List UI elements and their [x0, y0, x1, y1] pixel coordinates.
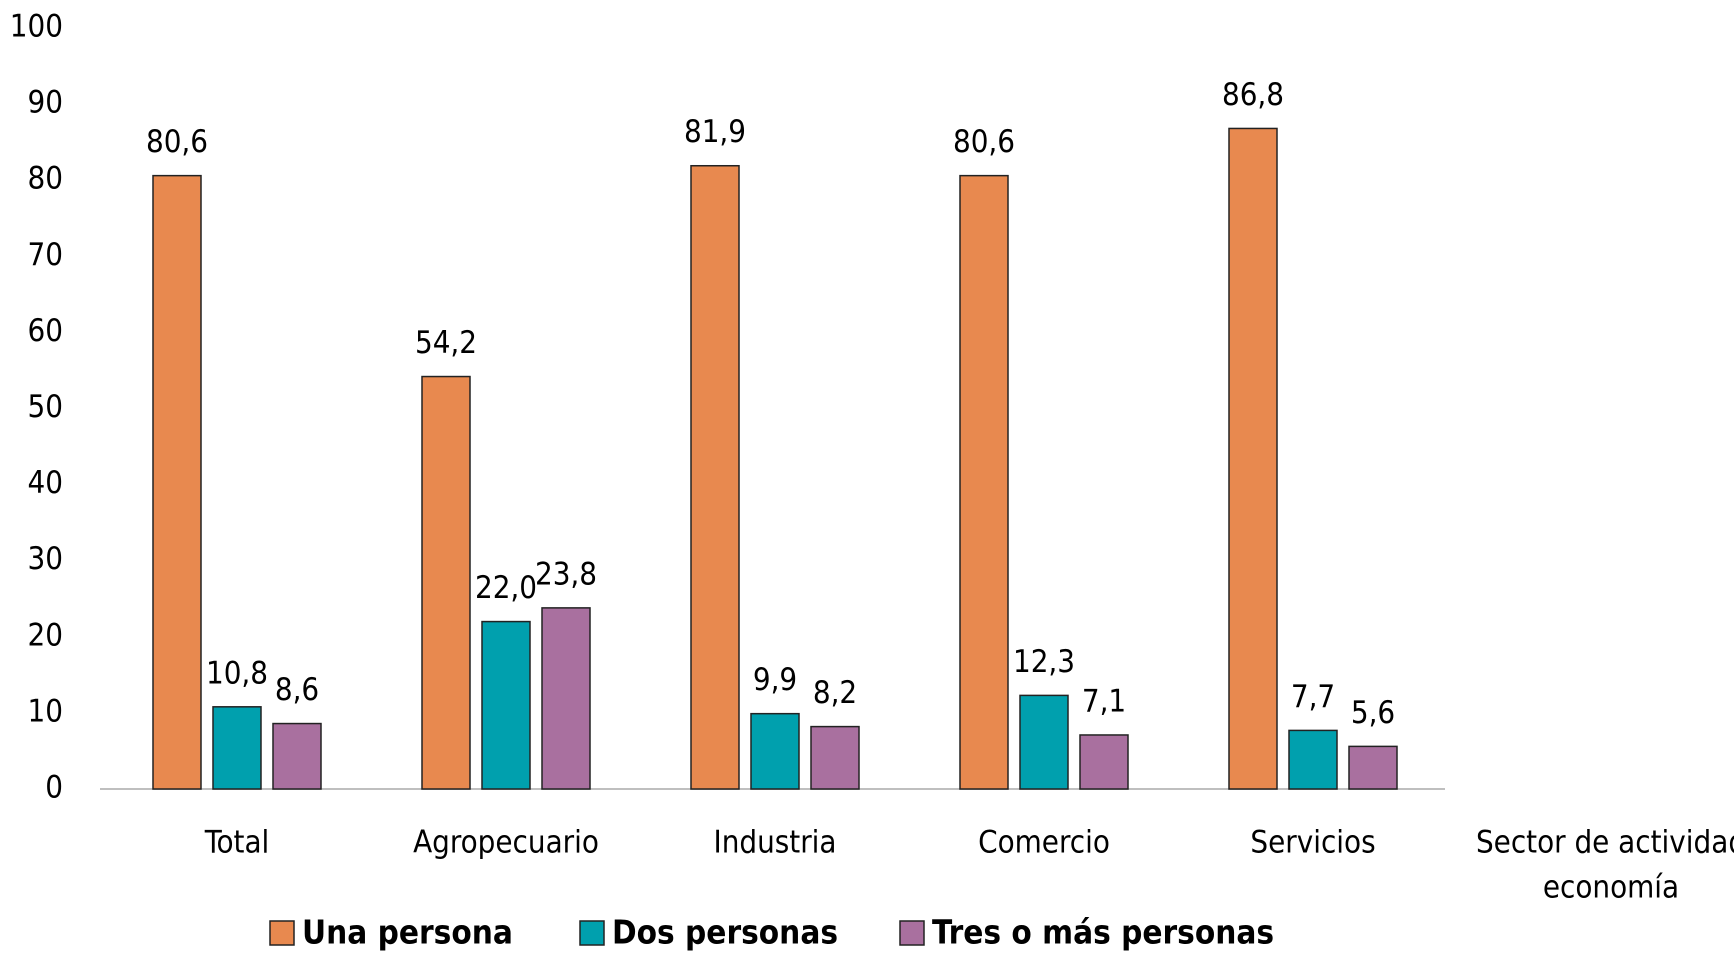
bar: [1348, 745, 1398, 790]
data-label: 86,8: [1222, 77, 1284, 113]
bar: [541, 607, 591, 790]
y-tick-label: 10: [28, 693, 63, 729]
x-axis-title: economía: [1543, 870, 1679, 906]
data-label: 80,6: [953, 124, 1015, 160]
bar: [1019, 694, 1069, 790]
bar: [810, 725, 860, 790]
data-label: 23,8: [535, 556, 597, 592]
bar: [272, 722, 322, 790]
data-label: 7,7: [1291, 679, 1335, 715]
data-label: 81,9: [684, 114, 746, 150]
y-tick-label: 40: [28, 465, 63, 501]
data-label: 7,1: [1082, 683, 1126, 719]
x-tick-label: Industria: [713, 825, 836, 861]
y-tick-label: 20: [28, 617, 63, 653]
data-label: 5,6: [1351, 695, 1395, 731]
y-tick-label: 100: [10, 9, 63, 45]
x-axis-title: Sector de actividad: [1476, 825, 1734, 861]
data-label: 12,3: [1013, 644, 1075, 680]
legend-swatch: [579, 920, 605, 946]
data-label: 80,6: [146, 124, 208, 160]
bar: [750, 712, 800, 790]
y-tick-label: 30: [28, 541, 63, 577]
x-tick-label: Comercio: [978, 825, 1110, 861]
x-tick-label: Servicios: [1250, 825, 1375, 861]
bar: [481, 620, 531, 790]
legend-label: Dos personas: [612, 913, 838, 952]
y-tick-label: 90: [28, 85, 63, 121]
legend-swatch: [899, 920, 925, 946]
y-tick-label: 50: [28, 389, 63, 425]
y-tick-label: 0: [45, 770, 63, 806]
bar: [1228, 127, 1278, 790]
bar: [959, 174, 1009, 790]
bar: [421, 375, 471, 790]
data-label: 22,0: [475, 570, 537, 606]
y-tick-label: 70: [28, 237, 63, 273]
x-tick-label: Total: [204, 825, 270, 861]
bar: [690, 164, 740, 790]
data-label: 10,8: [206, 655, 268, 691]
bar: [152, 174, 202, 790]
x-tick-label: Agropecuario: [413, 825, 599, 861]
legend-label: Una persona: [302, 913, 513, 952]
data-label: 8,6: [275, 672, 319, 708]
bar: [212, 706, 262, 790]
y-tick-label: 80: [28, 161, 63, 197]
legend-swatch: [269, 920, 295, 946]
y-tick-label: 60: [28, 313, 63, 349]
bar: [1288, 729, 1338, 790]
data-label: 54,2: [415, 325, 477, 361]
data-label: 9,9: [753, 662, 797, 698]
data-label: 8,2: [813, 675, 857, 711]
legend-label: Tres o más personas: [932, 913, 1274, 952]
bar: [1079, 734, 1129, 790]
